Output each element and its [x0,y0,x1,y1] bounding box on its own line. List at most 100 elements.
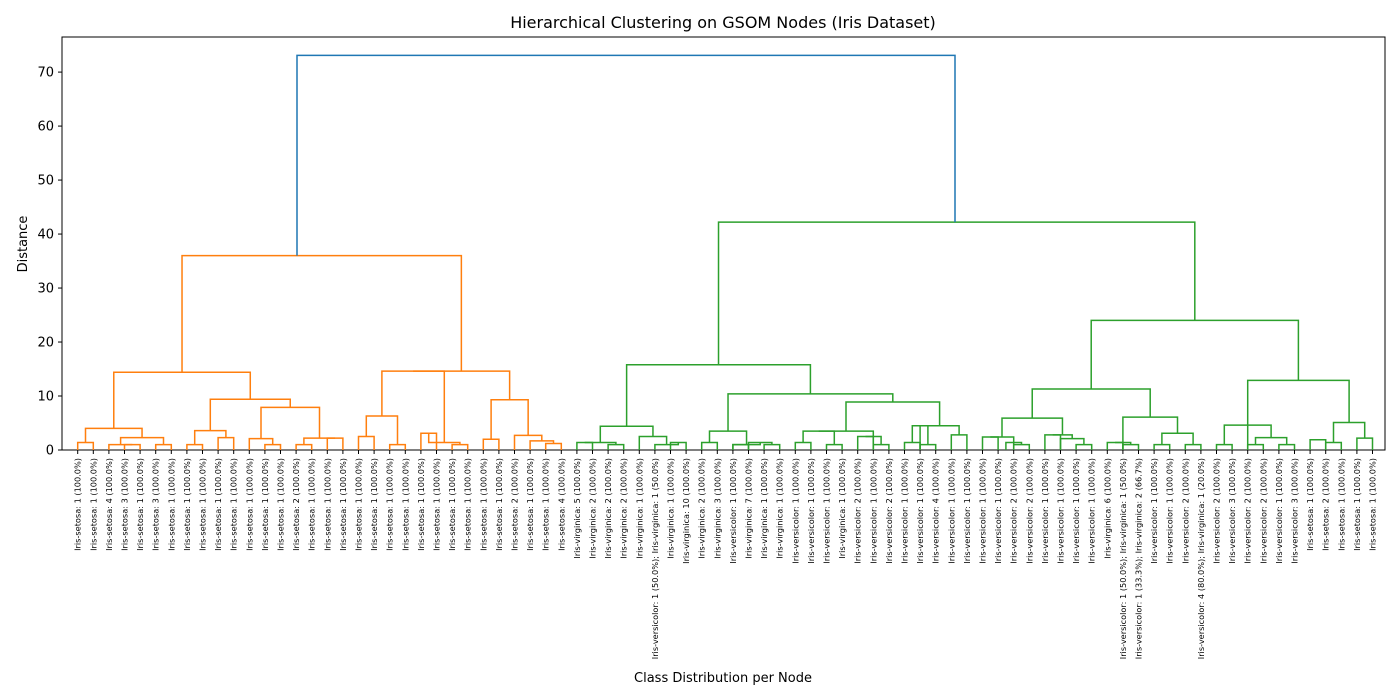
dendrogram-link [845,401,941,432]
dendrogram-link [303,437,336,445]
leaf-label: Iris-virginica: 10 (100.0%) [681,458,691,564]
dendrogram-link [865,435,882,445]
dendrogram-link [732,443,750,450]
dendrogram-link [544,442,563,450]
dendrogram-link [1278,443,1296,450]
leaf-label: Iris-virginica: 2 (100.0%) [588,458,598,559]
y-tick-label: 20 [37,336,54,351]
dendrogram-link [529,440,555,450]
dendrogram-link [1122,416,1179,450]
dendrogram-link [513,434,543,450]
leaf-label: Iris-setosa: 1 (100.0%) [385,458,395,551]
leaf-label: Iris-versicolor: 2 (100.0%) [1180,458,1190,564]
leaf-label: Iris-virginica: 1 (100.0%) [759,458,769,559]
dendrogram-link [1246,379,1350,450]
dendrogram-link [193,429,227,445]
leaf-label: Iris-setosa: 4 (100.0%) [104,458,114,551]
leaf-label: Iris-virginica: 2 (100.0%) [619,458,629,559]
leaf-label: Iris-setosa: 1 (100.0%) [1336,458,1346,551]
dendrogram-link [1332,421,1366,443]
dendrogram-link [264,443,282,450]
dendrogram-link [1246,443,1265,450]
y-tick-label: 70 [37,66,54,81]
leaf-label: Iris-setosa: 1 (100.0%) [73,458,83,551]
leaf-label: Iris-versicolor: 3 (100.0%) [1227,458,1237,564]
leaf-label: Iris-setosa: 1 (100.0%) [213,458,223,551]
dendrogram-link [1031,388,1151,419]
leaf-label: Iris-versicolor: 1 (100.0%) [1274,458,1284,564]
leaf-label: Iris-versicolor: 1 (100.0%) [1071,458,1081,564]
leaf-label: Iris-versicolor: 1 (100.0%) [915,458,925,564]
leaf-label: Iris-versicolor: 2 (100.0%) [884,458,894,564]
dendrogram-link [181,254,463,373]
y-tick-label: 0 [46,444,54,459]
dendrogram-link [217,436,235,450]
dendrogram-link [1044,434,1062,450]
leaf-label: Iris-setosa: 1 (100.0%) [244,458,254,551]
leaf-label: Iris-versicolor: 4 (100.0%) [931,458,941,564]
dendrogram-link [84,427,143,443]
leaf-label: Iris-setosa: 3 (100.0%) [120,458,130,551]
leaf-label: Iris-versicolor: 1 (100.0%) [1040,458,1050,564]
dendrogram-link [1106,441,1124,450]
leaf-label: Iris-setosa: 1 (100.0%) [260,458,270,551]
leaf-label: Iris-setosa: 1 (100.0%) [307,458,317,551]
dendrogram-link [950,434,968,450]
leaf-label: Iris-setosa: 1 (100.0%) [1305,458,1315,551]
dendrogram-link [717,221,1196,365]
dendrogram-link [1254,436,1288,445]
leaf-label: Iris-versicolor: 2 (100.0%) [1258,458,1268,564]
leaf-label: Iris-versicolor: 1 (100.0%) [900,458,910,564]
plot-frame [61,36,1386,451]
leaf-label: Iris-setosa: 1 (100.0%) [229,458,239,551]
leaf-label: Iris-setosa: 2 (100.0%) [510,458,520,551]
dendrogram-link [1075,443,1093,450]
leaf-label: Iris-virginica: 1 (100.0%) [775,458,785,559]
leaf-label: Iris-setosa: 1 (100.0%) [400,458,410,551]
leaf-label: Iris-versicolor: 1 (100.0%) [978,458,988,564]
leaf-label: Iris-setosa: 1 (100.0%) [463,458,473,551]
dendrogram-link [708,430,748,445]
leaf-label: Iris-versicolor: 1 (100.0%) [1056,458,1066,564]
dendrogram-link [872,443,890,450]
dendrogram-link [209,398,291,431]
leaf-label: Iris-setosa: 1 (100.0%) [1352,458,1362,551]
dendrogram-link [388,443,407,450]
leaf-label: Iris-versicolor: 1 (50.0%); Iris-virgini… [1118,458,1128,659]
leaf-label: Iris-setosa: 3 (100.0%) [151,458,161,551]
leaf-label: Iris-setosa: 1 (100.0%) [432,458,442,551]
leaf-label: Iris-setosa: 1 (100.0%) [541,458,551,551]
leaf-label: Iris-versicolor: 1 (100.0%) [806,458,816,564]
dendrogram-link [108,443,133,450]
dendrogram-link [1161,432,1194,445]
leaf-label: Iris-versicolor: 2 (100.0%) [1212,458,1222,564]
leaf-label: Iris-versicolor: 1 (100.0%) [1087,458,1097,564]
dendrogram-link [119,436,165,445]
dendrogram-link [903,441,921,450]
leaf-label: Iris-setosa: 2 (100.0%) [1321,458,1331,551]
dendrogram-link [186,443,204,450]
leaf-label: Iris-setosa: 1 (100.0%) [416,458,426,551]
leaf-label: Iris-versicolor: 1 (100.0%) [946,458,956,564]
leaf-label: Iris-versicolor: 1 (50.0%); Iris-virgini… [650,458,660,659]
dendrogram-link [326,437,344,450]
dendrogram-link [1309,438,1327,450]
dendrogram-link [727,393,894,432]
dendrogram-link [248,437,274,450]
leaf-label: Iris-setosa: 1 (100.0%) [369,458,379,551]
leaf-label: Iris-versicolor: 2 (100.0%) [853,458,863,564]
dendrogram-link [919,443,937,450]
dendrogram-link [427,433,461,445]
y-tick-label: 50 [37,174,54,189]
leaf-label: Iris-setosa: 1 (100.0%) [276,458,286,551]
leaf-label: Iris-virginica: 3 (100.0%) [712,458,722,559]
leaf-label: Iris-setosa: 1 (100.0%) [182,458,192,551]
dendrogram-link [123,443,141,450]
leaf-label: Iris-setosa: 1 (100.0%) [354,458,364,551]
leaf-label: Iris-versicolor: 1 (100.0%) [790,458,800,564]
dendrogram-link [420,432,438,450]
dendrogram-link [794,441,812,450]
leaf-labels: Iris-setosa: 1 (100.0%) Iris-setosa: 1 (1… [73,450,1378,659]
y-axis-label: Distance [16,216,31,273]
leaf-label: Iris-setosa: 1 (100.0%) [338,458,348,551]
